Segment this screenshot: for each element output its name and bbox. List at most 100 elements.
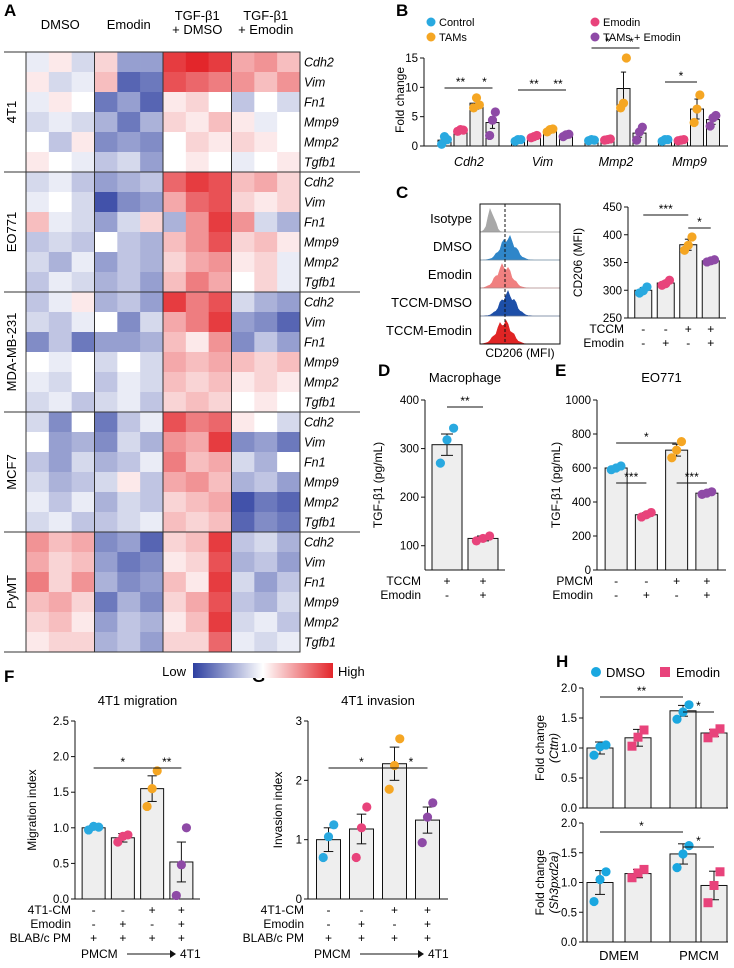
heatmap-cell xyxy=(48,332,72,353)
heatmap-cell xyxy=(254,52,278,73)
heatmap-cell xyxy=(71,232,95,253)
heatmap-gene-label: Mmp9 xyxy=(304,235,339,249)
heatmap-cell xyxy=(163,292,187,313)
panel-e-eo771-chart-condition-sign: - xyxy=(644,574,648,588)
heatmap-cell xyxy=(185,592,209,613)
heatmap-cell xyxy=(277,492,301,513)
heatmap-cell xyxy=(208,452,232,473)
heatmap-cell xyxy=(140,432,164,453)
panel-b-category-label: Mmp9 xyxy=(672,155,707,169)
heatmap-cell xyxy=(94,472,118,493)
panel-c-histogram-row-label: TCCM-Emodin xyxy=(386,323,472,338)
panel-h-sig-label: ** xyxy=(637,684,647,698)
panel-f-migration-chart-bar xyxy=(110,837,135,900)
panel-b-sig-label: * xyxy=(629,35,634,49)
heatmap-cell xyxy=(48,92,72,113)
heatmap-cell xyxy=(163,372,187,393)
panel-e-eo771-chart-bar xyxy=(665,449,689,571)
heatmap-cell xyxy=(208,212,232,233)
heatmap-gene-label: Tgfb1 xyxy=(304,395,336,409)
panel-h-point xyxy=(684,841,694,851)
panel-g-invasion-chart-condition-sign: - xyxy=(327,917,331,931)
heatmap-cell xyxy=(163,452,187,473)
heatmap-cell xyxy=(140,552,164,573)
heatmap-column-label: TGF-β1 xyxy=(243,8,288,23)
panel-c-bar-chart-condition-sign: - xyxy=(664,322,668,336)
heatmap-cell xyxy=(254,192,278,213)
panel-f-migration-chart-condition-sign: + xyxy=(178,931,185,945)
panel-h-point xyxy=(703,898,713,908)
panel-h-y-tick-label: 0.5 xyxy=(561,907,577,919)
panel-h-bar xyxy=(624,873,652,943)
panel-label-c: C xyxy=(396,183,408,202)
heatmap-cell xyxy=(71,172,95,193)
heatmap-cell xyxy=(208,492,232,513)
panel-b-point xyxy=(632,135,642,145)
heatmap-cell xyxy=(94,372,118,393)
panel-b-category-label: Mmp2 xyxy=(599,155,634,169)
panel-h-point xyxy=(633,732,643,742)
heatmap-cell xyxy=(140,172,164,193)
panel-e-eo771-chart-point xyxy=(707,487,717,497)
heatmap-cell xyxy=(48,432,72,453)
heatmap-gene-label: Vim xyxy=(304,75,325,89)
panel-b-point xyxy=(485,130,495,141)
panel-f-migration-chart-footer-arrowhead xyxy=(170,950,176,958)
panel-d-macrophage-chart-y-tick-label: 200 xyxy=(400,492,419,504)
panel-c-bar-chart-condition-sign: + xyxy=(707,322,714,336)
heatmap-cell xyxy=(140,472,164,493)
heatmap-cell xyxy=(140,372,164,393)
heatmap-cell xyxy=(140,132,164,153)
panel-g-invasion-chart-condition-sign: + xyxy=(424,903,431,917)
panel-g-invasion-chart-title: 4T1 invasion xyxy=(341,693,415,708)
heatmap-cell xyxy=(163,52,187,73)
heatmap-cell xyxy=(277,392,301,413)
heatmap-cell xyxy=(26,252,50,273)
panel-c-x-label: CD206 (MFI) xyxy=(485,346,554,360)
heatmap-cell xyxy=(163,352,187,373)
heatmap-cell xyxy=(140,272,164,293)
heatmap-cell xyxy=(277,172,301,193)
heatmap-cell xyxy=(71,512,95,533)
panel-g-invasion-chart-condition-label: Emodin xyxy=(263,917,304,931)
panel-e-eo771-chart-sig-label: *** xyxy=(685,470,699,484)
heatmap-cell xyxy=(231,352,255,373)
panel-g-invasion-chart-footer-source: PMCM xyxy=(314,947,351,961)
panel-f-migration-chart-point xyxy=(152,766,162,776)
panel-b-point xyxy=(564,129,574,139)
heatmap-cell xyxy=(254,112,278,133)
panel-c-bar-chart-bar xyxy=(701,260,720,319)
panel-c-bar-chart-condition-sign: - xyxy=(641,336,645,350)
heatmap-cell xyxy=(94,232,118,253)
heatmap-cell xyxy=(208,512,232,533)
heatmap-cell xyxy=(185,432,209,453)
heatmap-cell xyxy=(254,312,278,333)
panel-b-y-tick-label: 10 xyxy=(405,82,418,94)
heatmap-cell xyxy=(277,212,301,233)
heatmap-cell xyxy=(231,392,255,413)
heatmap-cell xyxy=(71,292,95,313)
heatmap-cell xyxy=(140,612,164,633)
heatmap-cell xyxy=(140,232,164,253)
heatmap-cell xyxy=(117,172,141,193)
heatmap-cell xyxy=(117,532,141,553)
heatmap-cell xyxy=(26,232,50,253)
heatmap-cell xyxy=(117,552,141,573)
heatmap-cell xyxy=(185,212,209,233)
panel-c-bar-chart-condition-sign: + xyxy=(662,336,669,350)
heatmap-cell xyxy=(71,492,95,513)
panel-f-migration-chart-y-tick-label: 1.0 xyxy=(53,823,69,835)
heatmap-cell xyxy=(231,192,255,213)
panel-f-migration-chart-point xyxy=(142,801,152,812)
heatmap-gene-label: Fn1 xyxy=(304,215,326,229)
heatmap-cell xyxy=(140,492,164,513)
heatmap-cell xyxy=(254,132,278,153)
panel-f-migration-chart-condition-sign: + xyxy=(149,903,156,917)
panel-h-point xyxy=(715,867,725,877)
heatmap-cell xyxy=(71,192,95,213)
heatmap-cell xyxy=(71,132,95,153)
heatmap-cell xyxy=(26,612,50,633)
panel-b-category-label: Cdh2 xyxy=(454,155,484,169)
heatmap-gene-label: Fn1 xyxy=(304,95,326,109)
